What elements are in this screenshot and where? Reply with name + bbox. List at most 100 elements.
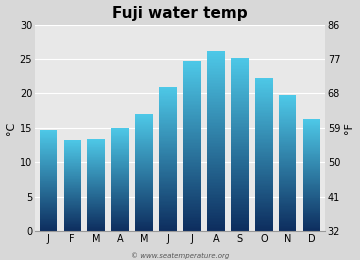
Bar [231, 146, 248, 147]
Bar [112, 196, 129, 197]
Bar [183, 111, 201, 112]
Bar [303, 176, 320, 177]
Bar [40, 181, 57, 182]
Bar [231, 81, 248, 82]
Bar [112, 217, 129, 218]
Bar [207, 183, 225, 185]
Bar [207, 132, 225, 134]
Bar [112, 225, 129, 226]
Bar [303, 189, 320, 190]
Bar [231, 211, 248, 212]
Bar [63, 224, 81, 225]
Title: Fuji water temp: Fuji water temp [112, 5, 248, 21]
Bar [112, 182, 129, 183]
Bar [207, 65, 225, 66]
Bar [255, 174, 273, 175]
Bar [183, 122, 201, 124]
Bar [112, 133, 129, 134]
Bar [87, 172, 105, 173]
Bar [87, 198, 105, 199]
Bar [87, 199, 105, 200]
Bar [207, 140, 225, 141]
Bar [279, 124, 297, 125]
Bar [279, 147, 297, 149]
Bar [279, 169, 297, 170]
Bar [159, 188, 177, 189]
Bar [303, 191, 320, 192]
Bar [303, 148, 320, 149]
Bar [159, 212, 177, 213]
Bar [279, 155, 297, 157]
Bar [87, 230, 105, 231]
Bar [63, 187, 81, 188]
Bar [63, 220, 81, 221]
Bar [63, 142, 81, 143]
Bar [135, 121, 153, 122]
Bar [231, 71, 248, 72]
Bar [63, 179, 81, 180]
Bar [40, 177, 57, 178]
Bar [255, 228, 273, 229]
Bar [159, 124, 177, 125]
Bar [159, 125, 177, 126]
Bar [207, 137, 225, 138]
Bar [255, 89, 273, 90]
Bar [159, 166, 177, 167]
Bar [231, 128, 248, 130]
Bar [231, 162, 248, 163]
Bar [183, 103, 201, 105]
Bar [207, 195, 225, 197]
Bar [63, 193, 81, 194]
Bar [63, 204, 81, 205]
Bar [183, 230, 201, 231]
Bar [63, 216, 81, 217]
Bar [63, 166, 81, 167]
Bar [112, 138, 129, 139]
Bar [303, 219, 320, 220]
Bar [159, 118, 177, 119]
Bar [279, 152, 297, 153]
Bar [135, 168, 153, 169]
Bar [63, 160, 81, 161]
Bar [279, 149, 297, 150]
Bar [207, 212, 225, 213]
Bar [207, 126, 225, 128]
Bar [279, 146, 297, 147]
Bar [63, 211, 81, 212]
Bar [63, 230, 81, 231]
Bar [135, 205, 153, 206]
Bar [135, 179, 153, 180]
Bar [231, 75, 248, 76]
Bar [231, 97, 248, 98]
Bar [112, 162, 129, 163]
Bar [255, 221, 273, 222]
Bar [255, 133, 273, 134]
Bar [87, 175, 105, 176]
Bar [231, 113, 248, 114]
Bar [159, 128, 177, 129]
Bar [303, 213, 320, 214]
Bar [279, 191, 297, 192]
Bar [40, 226, 57, 227]
Bar [183, 85, 201, 87]
Bar [207, 102, 225, 104]
Bar [279, 206, 297, 207]
Bar [303, 129, 320, 130]
Bar [255, 170, 273, 171]
Bar [303, 203, 320, 204]
Bar [159, 138, 177, 140]
Bar [87, 164, 105, 165]
Bar [112, 184, 129, 185]
Bar [40, 184, 57, 185]
Bar [159, 142, 177, 143]
Bar [183, 96, 201, 98]
Bar [279, 154, 297, 155]
Bar [303, 132, 320, 133]
Bar [231, 82, 248, 84]
Bar [112, 198, 129, 199]
Bar [303, 201, 320, 202]
Bar [207, 188, 225, 189]
Bar [231, 59, 248, 61]
Bar [63, 190, 81, 191]
Bar [183, 199, 201, 200]
